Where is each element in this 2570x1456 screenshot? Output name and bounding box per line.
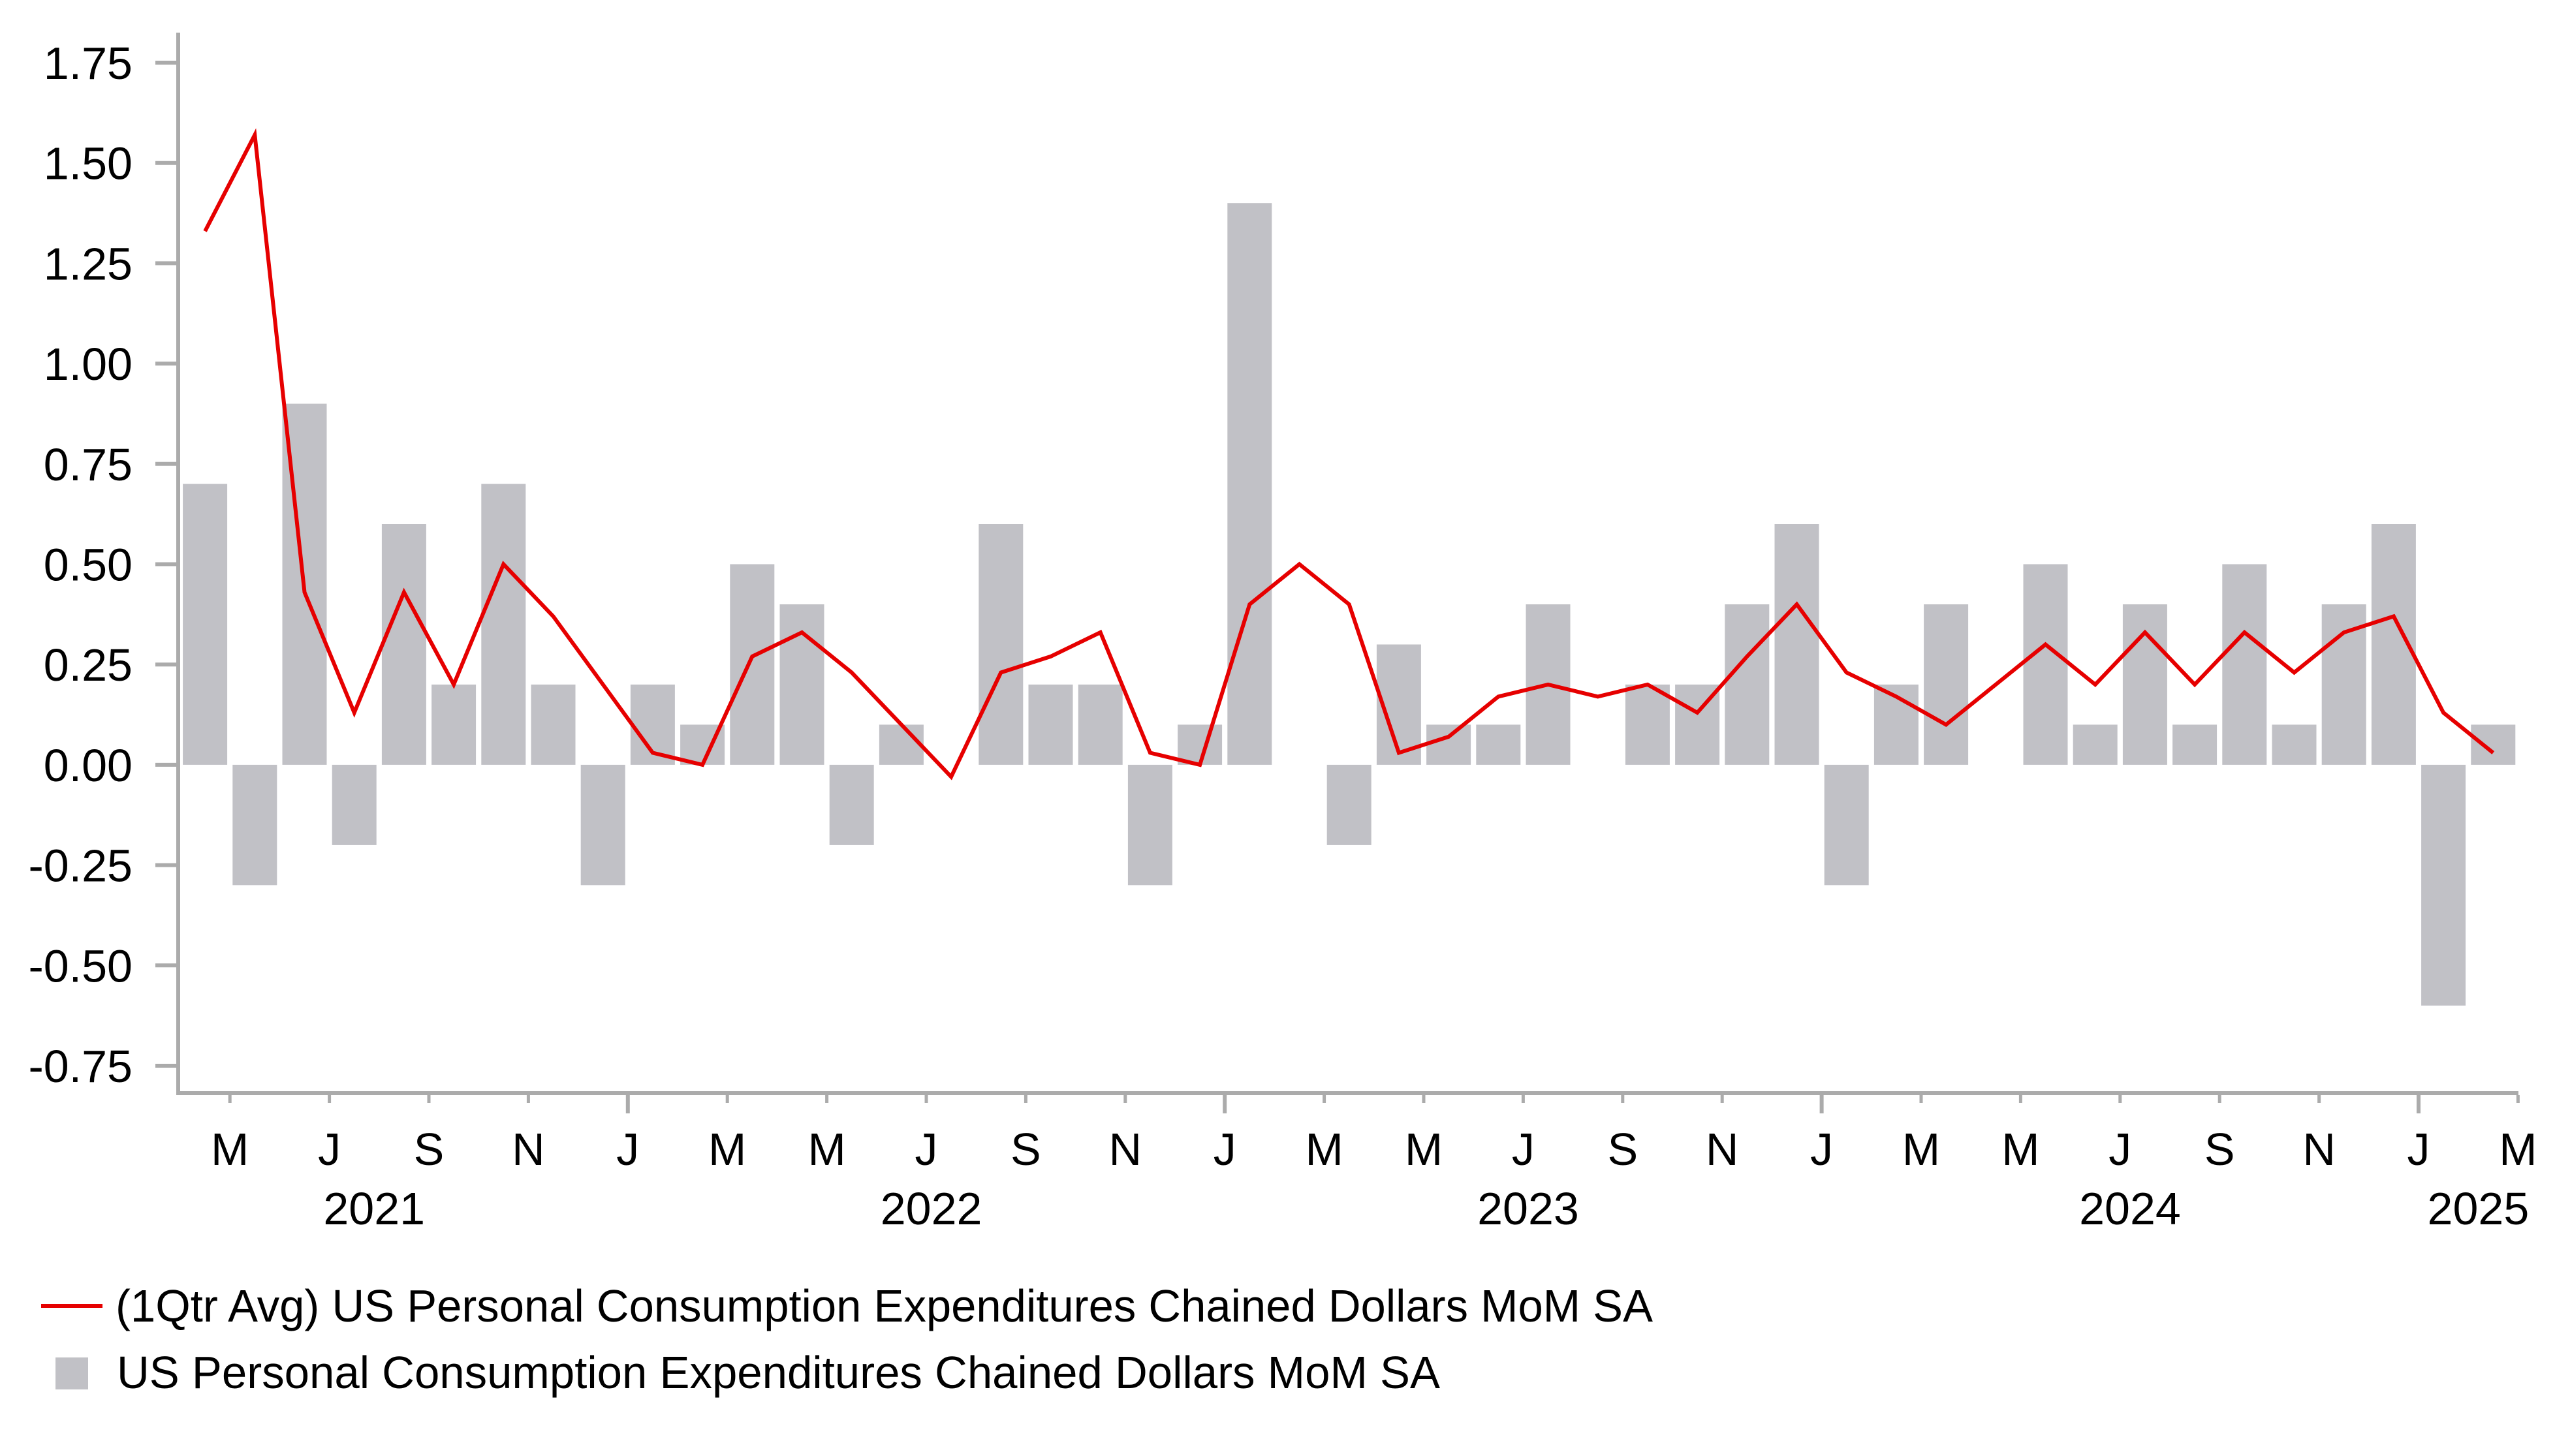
y-tick-label: 1.50 (44, 138, 133, 189)
y-tick-label: 1.75 (44, 38, 133, 89)
bar-2022-12 (1178, 724, 1223, 765)
x-month-label: J (1214, 1124, 1236, 1175)
bar-2022-06 (879, 724, 924, 765)
x-month-label: S (1011, 1124, 1041, 1175)
x-month-label: J (2407, 1124, 2430, 1175)
avg-line-series (203, 128, 2495, 781)
x-year-label: 2021 (323, 1183, 425, 1234)
bar-2024-09 (2222, 564, 2267, 765)
bar-2024-03 (1924, 604, 1969, 765)
x-year-label: 2024 (2079, 1183, 2181, 1234)
bar-2025-02 (2471, 724, 2516, 765)
y-tick-label: 1.00 (44, 339, 133, 390)
bar-2024-05 (2023, 564, 2068, 765)
bar-2022-09 (1028, 684, 1073, 765)
x-axis: M J S N J M M J S N J M M J S N J M M J S N J M 2021 2022 2023 2024… (176, 1091, 2537, 1234)
x-month-label: M (708, 1124, 746, 1175)
bar-2023-06 (1476, 724, 1521, 765)
bar-2021-12 (580, 764, 625, 886)
x-month-label: S (1607, 1124, 1638, 1175)
y-tick-label: 1.25 (44, 238, 133, 289)
bar-2025-01 (2421, 764, 2466, 1006)
bar-2023-11 (1725, 604, 1770, 765)
x-month-label: M (1902, 1124, 1940, 1175)
y-tick-label: 0.25 (44, 640, 133, 690)
legend-entry-bars: US Personal Consumption Expenditures Cha… (55, 1347, 1440, 1398)
bar-2023-05 (1426, 724, 1471, 765)
x-month-label: J (616, 1124, 639, 1175)
bar-2021-07 (332, 764, 377, 845)
bar-2024-06 (2073, 724, 2118, 765)
bar-2022-08 (979, 524, 1024, 765)
x-year-label: 2023 (1477, 1183, 1579, 1234)
legend-square-swatch (55, 1357, 88, 1389)
x-month-label: J (318, 1124, 341, 1175)
x-month-label: S (414, 1124, 445, 1175)
x-month-label: J (1512, 1124, 1535, 1175)
x-month-label: M (211, 1124, 249, 1175)
x-month-label: M (2499, 1124, 2537, 1175)
x-year-label: 2022 (881, 1183, 982, 1234)
bar-2024-07 (2122, 604, 2167, 765)
bar-2022-10 (1078, 684, 1123, 765)
x-month-label: M (1305, 1124, 1343, 1175)
bar-2021-04 (183, 484, 228, 765)
x-month-label: N (1706, 1124, 1739, 1175)
y-axis: 1.75 1.50 1.25 1.00 0.75 0.50 0.25 0.00 -0.25 -0.… (28, 33, 180, 1095)
legend-label-bars: US Personal Consumption Expenditures Cha… (117, 1347, 1440, 1398)
x-month-label: M (807, 1124, 845, 1175)
bar-2023-01 (1227, 203, 1272, 765)
y-tick-label: -0.75 (28, 1041, 133, 1092)
bar-2023-03 (1326, 764, 1371, 845)
bar-2021-09 (431, 684, 477, 765)
bar-2023-09 (1625, 684, 1670, 765)
bar-2022-03 (730, 564, 775, 765)
bar-2021-10 (481, 484, 526, 765)
y-tick-label: 0.00 (44, 740, 133, 791)
bar-2024-08 (2172, 724, 2217, 765)
bar-series (183, 203, 2516, 1006)
x-month-label: J (1810, 1124, 1833, 1175)
legend-label-avg: (1Qtr Avg) US Personal Consumption Expen… (116, 1280, 1653, 1331)
bar-2024-10 (2272, 724, 2317, 765)
y-tick-label: -0.25 (28, 841, 133, 891)
y-tick-label: -0.50 (28, 940, 133, 991)
bar-2021-05 (232, 764, 277, 886)
x-month-label: S (2204, 1124, 2235, 1175)
x-month-label: N (2302, 1124, 2336, 1175)
bar-2023-12 (1774, 524, 1819, 765)
bar-2021-11 (531, 684, 576, 765)
y-tick-label: 0.75 (44, 439, 133, 490)
x-year-label: 2025 (2428, 1183, 2530, 1234)
x-month-label: N (1109, 1124, 1142, 1175)
bar-2022-04 (779, 604, 824, 765)
x-month-label: M (2001, 1124, 2039, 1175)
x-month-label: N (512, 1124, 545, 1175)
x-month-label: J (915, 1124, 938, 1175)
bar-2022-05 (829, 764, 874, 845)
y-tick-label: 0.50 (44, 540, 133, 591)
x-month-label: M (1405, 1124, 1443, 1175)
x-month-label: J (2108, 1124, 2131, 1175)
bar-2024-01 (1824, 764, 1869, 886)
legend-entry-avg-line: (1Qtr Avg) US Personal Consumption Expen… (41, 1280, 1653, 1331)
legend: (1Qtr Avg) US Personal Consumption Expen… (41, 1280, 1653, 1398)
bar-2021-08 (381, 524, 426, 765)
bar-2022-11 (1127, 764, 1172, 886)
